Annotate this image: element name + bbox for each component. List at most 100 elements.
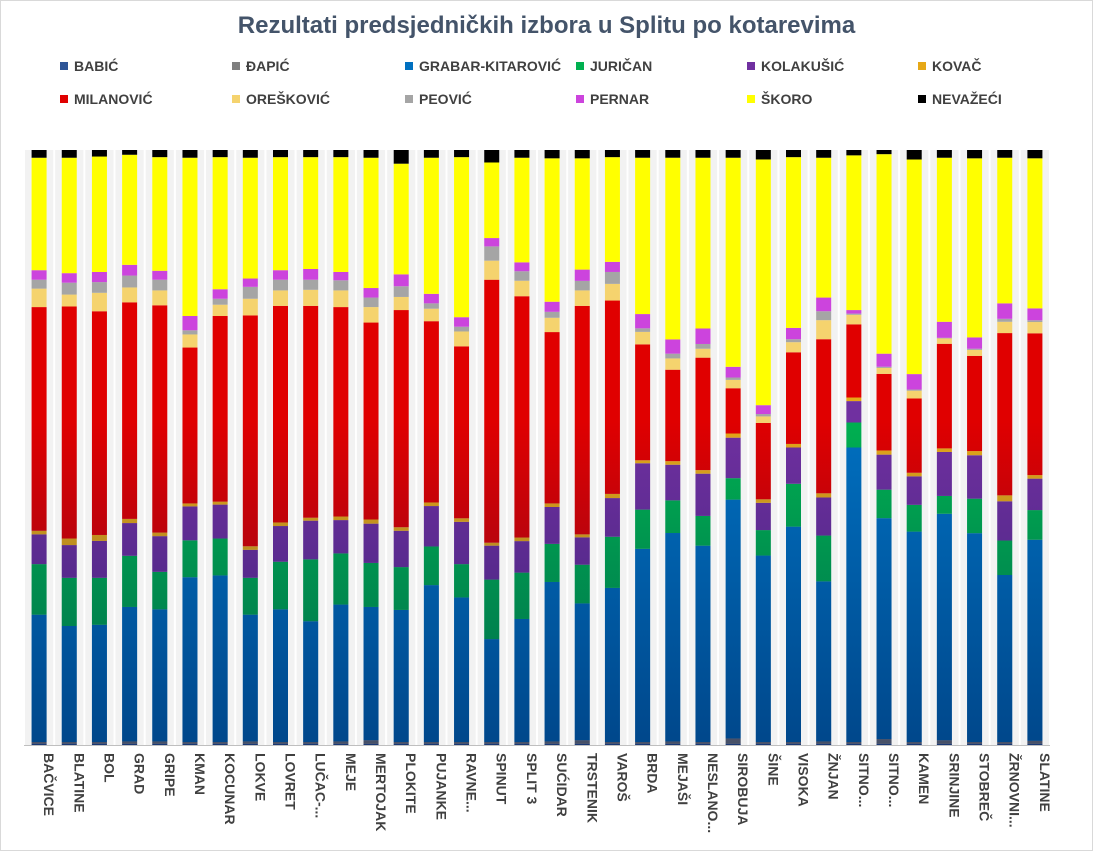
x-tick-label: PLOKITE <box>403 753 419 814</box>
legend-label: PERNAR <box>590 91 650 107</box>
legend-item: PEOVIĆ <box>405 89 472 109</box>
x-tick-label: KMAN <box>192 753 208 795</box>
bar-shading <box>967 150 983 745</box>
x-tick-label: MEJAŠI <box>675 753 692 805</box>
bar-stack <box>423 150 439 745</box>
legend-swatch <box>405 95 413 103</box>
legend-label: NEVAŽEĆI <box>932 91 1002 107</box>
bar-shading <box>484 150 500 745</box>
x-tick-label: VISOKA <box>796 753 812 807</box>
bar-stack <box>695 150 711 745</box>
bar-stack <box>212 150 228 745</box>
bar-stack <box>454 150 470 745</box>
bar-shading <box>212 150 228 745</box>
x-tick-label: ŽNJAN <box>826 753 843 800</box>
legend-item: GRABAR-KITAROVIĆ <box>405 56 561 76</box>
x-tick-label: BAČVICE <box>41 753 58 816</box>
legend-swatch <box>405 62 413 70</box>
bar-stack <box>61 150 77 745</box>
bar-stack <box>91 150 107 745</box>
legend-item: JURIČAN <box>576 56 652 76</box>
legend-item: NEVAŽEĆI <box>918 89 1002 109</box>
bar-stack <box>846 150 862 745</box>
legend-item: KOLAKUŠIĆ <box>747 56 844 76</box>
bar-shading <box>725 150 741 745</box>
legend-swatch <box>232 95 240 103</box>
bar-shading <box>514 150 530 745</box>
legend-swatch <box>747 95 755 103</box>
bar-shading <box>303 150 319 745</box>
bar-shading <box>695 150 711 745</box>
x-tick-label: LUČAC-... <box>313 753 330 818</box>
legend-swatch <box>918 62 926 70</box>
x-tick-label: KAMEN <box>916 753 932 804</box>
x-tick-label: STOBREČ <box>977 753 994 821</box>
bar-shading <box>604 150 620 745</box>
bar-stack <box>786 150 801 745</box>
legend-swatch <box>232 62 240 70</box>
legend-swatch <box>576 95 584 103</box>
bar-stack <box>755 150 771 745</box>
bar-stack <box>816 150 832 745</box>
x-tick-label: SIROBUJA <box>735 753 751 825</box>
bar-stack <box>182 150 198 745</box>
bar-shading <box>61 150 77 745</box>
bar-shading <box>152 150 168 745</box>
bar-stack <box>31 150 47 745</box>
legend-label: KOLAKUŠIĆ <box>761 58 845 74</box>
bar-stack <box>484 150 500 745</box>
bar-shading <box>393 150 409 745</box>
legend-item: ŠKORO <box>747 89 812 109</box>
bar-shading <box>574 150 590 745</box>
x-tick-label: SLATINE <box>1037 753 1053 812</box>
bar-stack <box>544 150 560 745</box>
bar-stack <box>665 150 681 745</box>
bar-shading <box>846 150 862 745</box>
bar-shading <box>122 150 138 745</box>
x-tick-label: PUJANKE <box>433 753 449 820</box>
bar-shading <box>544 150 560 745</box>
bar-shading <box>333 150 349 745</box>
legend-item: MILANOVIĆ <box>60 89 153 109</box>
bar-shading <box>665 150 681 745</box>
bar-shading <box>273 150 288 745</box>
bar-stack <box>635 150 651 745</box>
x-tick-label: SPLIT 3 <box>524 753 540 805</box>
x-tick-label: SITNO... <box>886 753 902 807</box>
x-tick-label: ŽRNOVNI... <box>1007 753 1024 828</box>
bar-shading <box>635 150 651 745</box>
x-tick-label: SUĆIDAR <box>554 753 571 817</box>
legend-label: OREŠKOVIĆ <box>246 91 331 107</box>
bar-shading <box>31 150 47 745</box>
bar-shading <box>876 150 892 745</box>
bar-stack <box>1027 150 1043 745</box>
x-tick-label: LOVRET <box>283 753 299 810</box>
legend-swatch <box>918 95 926 103</box>
x-tick-label: NESLANO... <box>705 753 721 833</box>
x-tick-label: KOCUNAR <box>222 753 238 825</box>
x-tick-label: GRIPE <box>162 753 178 797</box>
bar-shading <box>454 150 470 745</box>
bar-stack <box>876 150 892 745</box>
x-tick-label: BLATINE <box>71 753 87 813</box>
legend-item: OREŠKOVIĆ <box>232 89 330 109</box>
bar-stack <box>725 150 741 745</box>
x-tick-label: ŠINE <box>765 753 782 786</box>
bar-stack <box>393 150 409 745</box>
legend-item: ĐAPIĆ <box>232 56 290 76</box>
bar-shading <box>755 150 771 745</box>
legend-item: KOVAČ <box>918 56 982 76</box>
bar-shading <box>182 150 198 745</box>
chart-title: Rezultati predsjedničkih izbora u Splitu… <box>237 12 856 39</box>
bar-stack <box>514 150 530 745</box>
bar-stack <box>152 150 168 745</box>
bar-stack <box>303 150 319 745</box>
legend-item: BABIĆ <box>60 56 118 76</box>
bar-shading <box>363 150 379 745</box>
legend-label: JURIČAN <box>590 58 653 74</box>
bar-stack <box>967 150 983 745</box>
x-tick-label: MEJE <box>343 753 359 791</box>
legend-item: PERNAR <box>576 89 649 109</box>
bar-stack <box>906 150 922 745</box>
x-tick-label: LOKVE <box>252 753 268 801</box>
